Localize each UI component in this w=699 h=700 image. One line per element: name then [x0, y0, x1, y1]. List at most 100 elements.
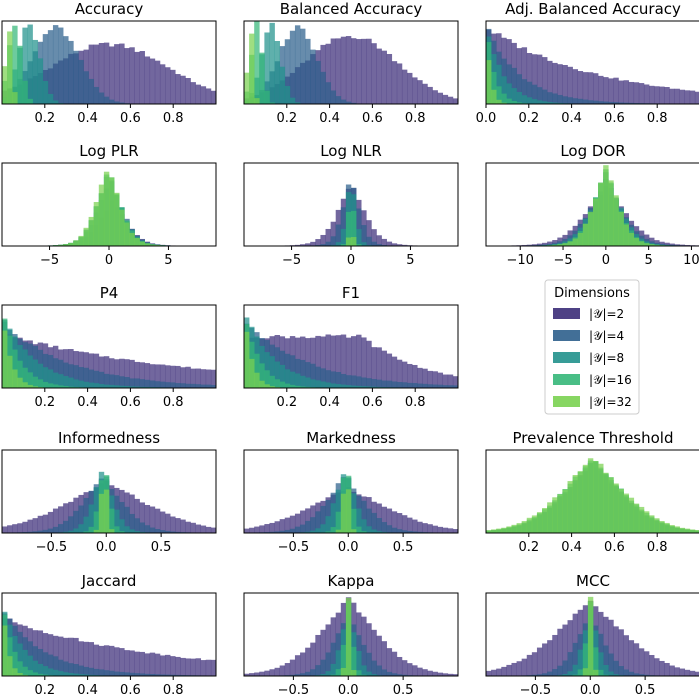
- x-tick-label: 0.6: [604, 111, 625, 126]
- histogram-bar: [165, 654, 171, 676]
- panel-mcc: MCC −0.5 0.0 0.5: [485, 572, 699, 698]
- histogram-bar: [593, 647, 599, 676]
- histogram-bar: [114, 509, 120, 533]
- histogram-bar: [47, 528, 54, 533]
- histogram-bar: [669, 88, 675, 104]
- histogram-bar: [572, 664, 579, 676]
- histogram-bar: [437, 672, 444, 676]
- histogram-bar: [536, 674, 543, 676]
- histogram-bar: [689, 670, 696, 676]
- histogram-bar: [47, 668, 54, 676]
- histogram-bar: [654, 518, 660, 533]
- histogram-bar: [552, 669, 558, 676]
- histogram-bar: [401, 382, 408, 388]
- histogram-bar: [73, 379, 79, 388]
- histogram-bar: [205, 659, 212, 676]
- histogram-bar: [351, 385, 357, 388]
- histogram-bar: [73, 50, 79, 104]
- histogram-bar: [88, 78, 95, 104]
- histogram-bar: [289, 30, 296, 105]
- x-tick-label: 0.4: [319, 111, 340, 126]
- histogram-bar: [185, 521, 191, 533]
- histogram-bar: [294, 358, 301, 388]
- histogram-bar: [542, 643, 548, 676]
- panel-balanced-accuracy: Balanced Accuracy 0.2 0.4 0.6 0.8: [243, 0, 459, 126]
- histogram-bar: [37, 673, 44, 676]
- histogram-bar: [154, 364, 161, 388]
- histogram-bar: [557, 102, 563, 104]
- histogram-bar: [371, 529, 377, 533]
- histogram-bar: [109, 529, 115, 533]
- histogram-bar: [195, 524, 202, 533]
- histogram-bar: [567, 97, 573, 104]
- axes-frame: [243, 592, 459, 677]
- series-nnnnn32: [2, 31, 18, 105]
- histogram-bar: [149, 58, 156, 104]
- histogram-bar: [381, 50, 387, 104]
- histogram-bar: [119, 385, 125, 388]
- histogram-bar: [557, 94, 563, 104]
- histogram-bar: [371, 43, 377, 104]
- histogram-bar: [254, 98, 260, 104]
- histogram-bar: [659, 86, 665, 104]
- histogram-bar: [294, 373, 301, 388]
- histogram-bar: [345, 597, 352, 676]
- histogram-bar: [330, 335, 337, 388]
- histogram-bar: [417, 383, 423, 388]
- histogram-bar: [32, 386, 38, 388]
- histogram-bar: [37, 648, 44, 676]
- histogram-bar: [325, 671, 331, 676]
- histogram-bar: [134, 378, 140, 388]
- histogram-bar: [22, 674, 28, 676]
- histogram-bar: [501, 102, 507, 104]
- histogram-bar: [37, 379, 44, 388]
- histogram-bar: [315, 335, 321, 388]
- histogram-bar: [623, 224, 629, 246]
- histogram-bar: [27, 519, 33, 533]
- histogram-bar: [129, 650, 135, 676]
- histogram-bar: [638, 506, 645, 533]
- histogram-bar: [340, 644, 347, 676]
- histogram-bar: [452, 674, 459, 676]
- histogram-bar: [124, 386, 130, 388]
- histogram-bar: [98, 645, 105, 676]
- histogram-bar: [351, 508, 357, 533]
- histogram-bar: [521, 521, 528, 533]
- histogram-bar: [27, 531, 33, 533]
- histogram-bar: [294, 102, 301, 104]
- histogram-bar: [633, 238, 640, 246]
- x-tick-label: 0.8: [163, 395, 184, 410]
- histogram-bar: [93, 44, 100, 104]
- histogram-bar: [396, 513, 403, 533]
- histogram-bar: [643, 651, 650, 676]
- histogram-bar: [17, 45, 23, 104]
- histogram-bar: [542, 57, 548, 104]
- histogram-bar: [249, 358, 255, 388]
- histogram-bar: [422, 383, 428, 388]
- histogram-bar: [330, 383, 337, 388]
- histogram-bar: [401, 244, 408, 246]
- histogram-bar: [320, 71, 326, 104]
- histogram-bar: [42, 81, 49, 104]
- histogram-bar: [154, 529, 161, 533]
- histogram-bar: [47, 654, 54, 676]
- histogram-bar: [330, 38, 337, 104]
- histogram-bar: [58, 671, 64, 676]
- histogram-bar: [98, 92, 105, 104]
- histogram-bar: [330, 642, 337, 676]
- histogram-bar: [608, 653, 614, 676]
- histogram-bar: [664, 662, 670, 676]
- histogram-bar: [175, 656, 181, 676]
- x-tick-label: −0.5: [36, 540, 68, 555]
- histogram-bar: [310, 241, 316, 246]
- histogram-bar: [109, 99, 115, 104]
- histogram-bar: [129, 232, 135, 246]
- x-tick-label: 0.0: [338, 540, 359, 555]
- histogram-bar: [159, 674, 166, 676]
- histogram-bar: [129, 494, 135, 533]
- histogram-bar: [114, 375, 120, 388]
- histogram-bar: [109, 177, 115, 246]
- histogram-bar: [98, 384, 105, 388]
- histogram-bar: [195, 84, 202, 104]
- histogram-bar: [684, 244, 691, 246]
